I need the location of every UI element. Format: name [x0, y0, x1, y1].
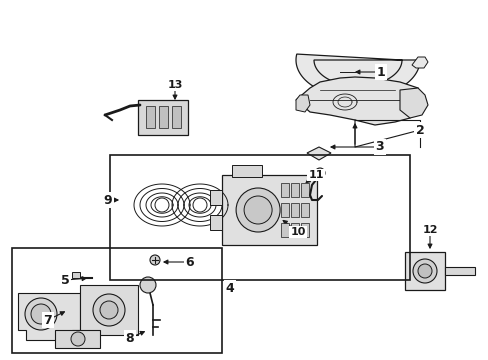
- Bar: [300, 223, 308, 237]
- Bar: [80, 285, 138, 335]
- Text: 3: 3: [375, 140, 384, 153]
- Bar: [444, 267, 474, 275]
- Bar: [55, 330, 100, 348]
- Text: 4: 4: [225, 282, 234, 294]
- Circle shape: [150, 255, 160, 265]
- Polygon shape: [295, 54, 419, 98]
- Bar: [12, 248, 222, 353]
- Circle shape: [93, 294, 125, 326]
- Text: 13: 13: [167, 80, 183, 90]
- Circle shape: [236, 188, 280, 232]
- Circle shape: [100, 301, 118, 319]
- Text: 11: 11: [307, 170, 323, 180]
- Text: 7: 7: [43, 314, 52, 327]
- Circle shape: [417, 264, 431, 278]
- Circle shape: [412, 259, 436, 283]
- Text: 10: 10: [290, 227, 305, 237]
- Text: 9: 9: [103, 194, 112, 207]
- Bar: [300, 183, 308, 197]
- Bar: [280, 183, 288, 197]
- Circle shape: [314, 168, 325, 178]
- Text: 8: 8: [125, 332, 134, 345]
- Circle shape: [155, 198, 169, 212]
- Circle shape: [140, 277, 156, 293]
- Text: 1: 1: [376, 66, 385, 78]
- Circle shape: [244, 196, 271, 224]
- Bar: [138, 100, 187, 135]
- Polygon shape: [295, 77, 419, 125]
- Bar: [280, 223, 288, 237]
- Circle shape: [71, 332, 85, 346]
- Bar: [300, 203, 308, 217]
- Bar: [72, 272, 80, 278]
- Polygon shape: [306, 147, 330, 160]
- Text: 5: 5: [61, 274, 69, 287]
- Circle shape: [31, 304, 51, 324]
- Bar: [404, 252, 444, 290]
- Polygon shape: [209, 190, 222, 205]
- Polygon shape: [295, 95, 309, 112]
- Polygon shape: [411, 57, 427, 68]
- Circle shape: [193, 198, 206, 212]
- Bar: [231, 165, 262, 177]
- Bar: [222, 175, 316, 245]
- Text: 2: 2: [415, 123, 424, 136]
- Polygon shape: [399, 88, 427, 118]
- Text: 12: 12: [421, 225, 437, 235]
- Bar: [146, 106, 155, 128]
- Polygon shape: [209, 215, 222, 230]
- Bar: [290, 183, 298, 197]
- Bar: [172, 106, 181, 128]
- Circle shape: [25, 298, 57, 330]
- Bar: [290, 223, 298, 237]
- Bar: [110, 155, 409, 280]
- Bar: [159, 106, 168, 128]
- Bar: [290, 203, 298, 217]
- Polygon shape: [18, 293, 80, 340]
- Text: 6: 6: [185, 256, 194, 269]
- Bar: [280, 203, 288, 217]
